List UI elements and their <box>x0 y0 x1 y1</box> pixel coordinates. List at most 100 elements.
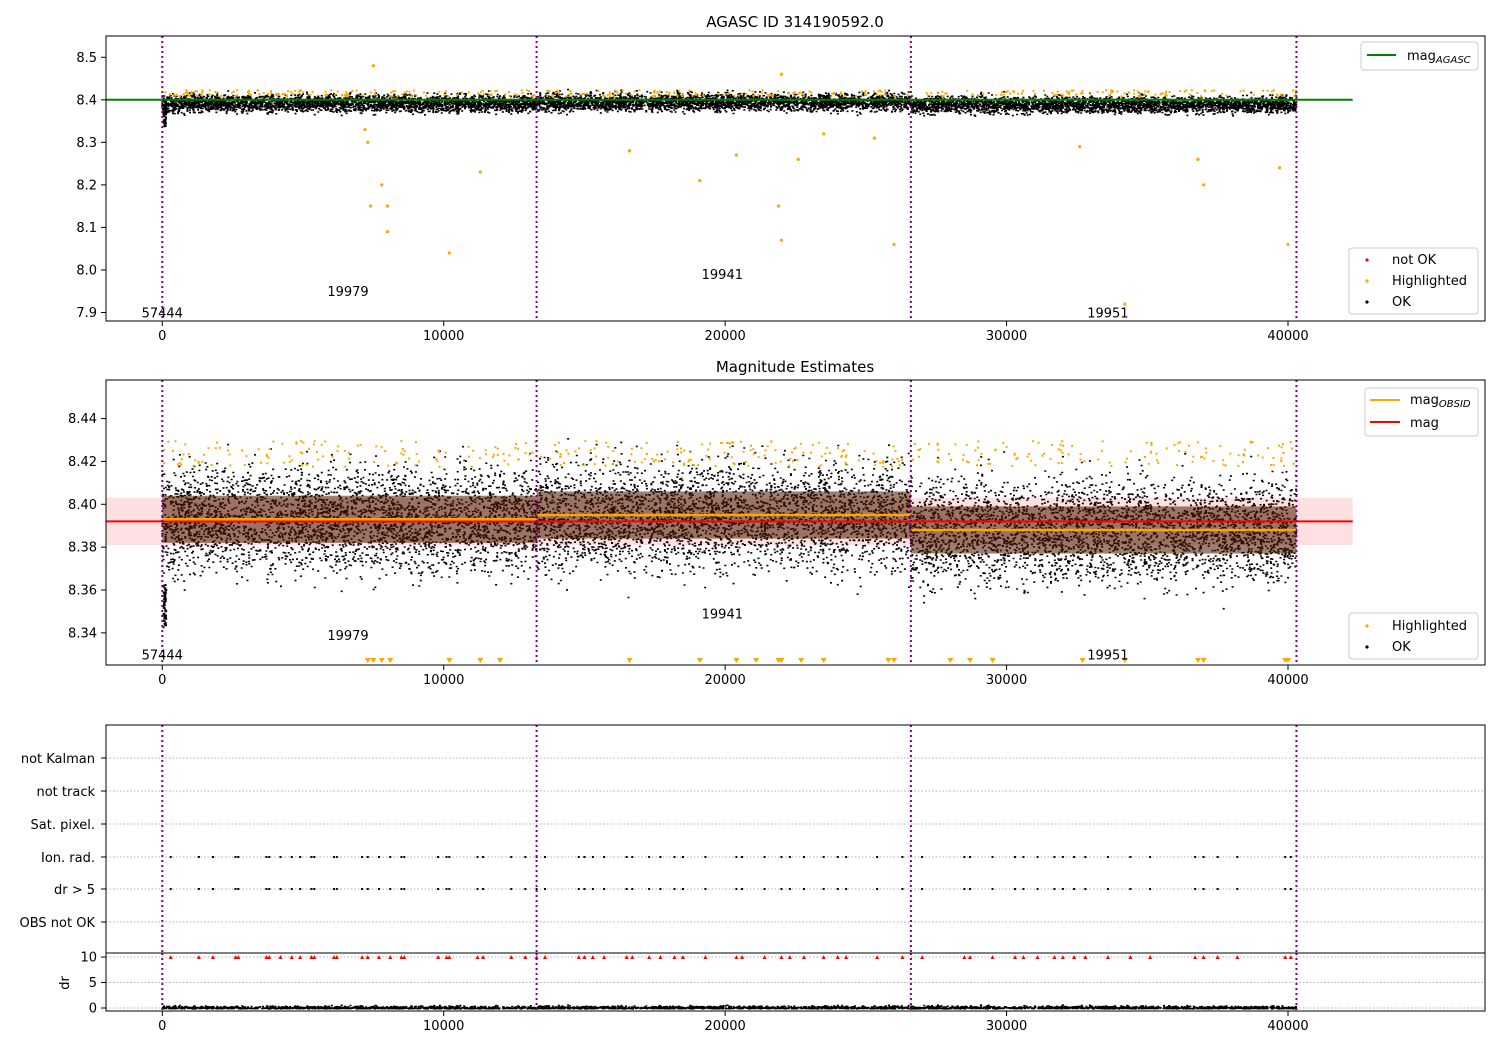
p2-xtick-label-0: 0 <box>158 673 166 688</box>
p2-below-range-marker-19 <box>989 658 996 663</box>
p2-below-range-marker-0 <box>364 658 371 663</box>
p1-highlighted-outlier-5 <box>447 251 451 255</box>
panel2-title: Magnitude Estimates <box>716 358 874 376</box>
p2-ytick-label-8.38: 8.38 <box>68 541 97 556</box>
panel-agasc: AGASC ID 314190592.0 0 10000 20000 30000 400… <box>76 13 1486 344</box>
p1-xtick-label-30000: 30000 <box>986 329 1027 344</box>
legend-ok-p2: OK <box>1392 640 1411 655</box>
p2-below-range-marker-16 <box>891 658 897 663</box>
p1-ytick-label-8.4: 8.4 <box>76 93 97 108</box>
p1-highlighted-outlier-20 <box>1286 242 1290 247</box>
legend-highlighted-p2: Highlighted <box>1392 619 1467 634</box>
dr-ytick-label-5: 5 <box>89 976 97 991</box>
panel1-title: AGASC ID 314190592.0 <box>706 13 884 31</box>
panel2-plot-area <box>106 380 1353 665</box>
p1-ytick-label-8.5: 8.5 <box>76 51 97 66</box>
svg-text:magAGASC: magAGASC <box>1407 49 1471 66</box>
p3-xtick-label-40000: 40000 <box>1267 1019 1308 1034</box>
p2-below-range-marker-12 <box>778 658 785 663</box>
legend-mag-obsid: mag <box>1410 393 1439 408</box>
panel3-frame <box>105 724 1486 1012</box>
legend-mag-obsid-sub: OBSID <box>1439 399 1471 410</box>
p1-xtick-label-40000: 40000 <box>1267 329 1308 344</box>
p2-below-range-marker-17 <box>947 658 954 663</box>
p1-highlighted-outlier-8 <box>734 153 739 157</box>
p2-below-range-marker-25 <box>1285 658 1291 663</box>
p2-below-range-marker-20 <box>1079 658 1086 663</box>
p1-ytick-label-8.0: 8.0 <box>76 263 97 278</box>
p1-xtick-label-10000: 10000 <box>423 329 464 344</box>
legend-points-p1: not OK Highlighted OK <box>1348 247 1479 315</box>
p1-highlighted-outlier-23 <box>366 140 370 144</box>
obsid-label-57444-p1: 57444 <box>142 306 183 321</box>
legend-mag: mag <box>1410 416 1439 431</box>
dr-ylabel: dr <box>58 976 73 990</box>
p1-highlighted-outlier-1 <box>368 204 373 208</box>
p2-ok-points <box>161 438 1298 610</box>
p2-ytick-label-8.42: 8.42 <box>68 455 97 470</box>
panel3-axes: 0 5 10 0 10000 20000 30000 40000 <box>80 757 1309 1034</box>
p2-below-range-marker-18 <box>966 658 973 663</box>
p2-highlighted-top-points <box>162 440 1295 468</box>
flag-label-ion-rad: Ion. rad. <box>41 851 95 866</box>
p2-below-range-marker-13 <box>798 658 805 663</box>
p2-below-range-marker-9 <box>733 658 740 663</box>
p3-xtick-label-0: 0 <box>158 1019 166 1034</box>
p1-highlighted-outlier-6 <box>478 170 482 174</box>
p1-highlighted-outlier-16 <box>1123 302 1127 306</box>
p1-highlighted-outlier-3 <box>385 204 390 208</box>
obsid-label-19951-p2: 19951 <box>1087 648 1128 663</box>
p2-ytick-label-8.44: 8.44 <box>68 412 97 427</box>
p2-ytick-label-8.36: 8.36 <box>68 584 97 599</box>
p1-highlighted-outlier-21 <box>1078 144 1082 149</box>
p2-below-range-marker-7 <box>626 658 633 663</box>
p1-highlighted-top-points <box>164 89 1297 98</box>
p2-below-range-marker-23 <box>1200 658 1207 663</box>
p3-xtick-label-30000: 30000 <box>986 1019 1027 1034</box>
p1-xtick-label-20000: 20000 <box>704 329 745 344</box>
p2-below-range-marker-10 <box>753 658 760 663</box>
p2-xtick-label-10000: 10000 <box>423 673 464 688</box>
p2-first-obsid-points <box>162 584 168 629</box>
p1-highlighted-outlier-17 <box>1196 157 1200 161</box>
panel2-axes: 0 10000 20000 30000 40000 8.34 8.36 8.38 8.40 8.4… <box>68 412 1309 688</box>
p2-below-range-marker-21 <box>1121 658 1128 663</box>
flag-label-obs-not-ok: OBS not OK <box>20 916 96 931</box>
p2-xtick-label-20000: 20000 <box>704 673 745 688</box>
p1-ytick-label-7.9: 7.9 <box>76 306 97 321</box>
panel1-frame <box>105 35 1486 322</box>
p1-highlighted-outlier-18 <box>1201 183 1206 187</box>
p2-below-range-marker-6 <box>497 658 503 663</box>
p2-below-range-marker-2 <box>378 658 385 663</box>
p3-xtick-label-10000: 10000 <box>423 1019 464 1034</box>
legend-mag-agasc-sub: AGASC <box>1435 55 1471 66</box>
dr-ok-points <box>161 1004 1298 1010</box>
legend-mag-agasc: mag <box>1407 49 1436 64</box>
flag-label-sat-pixel: Sat. pixel. <box>31 818 95 833</box>
p1-highlighted-outlier-19 <box>1277 166 1282 170</box>
obsid-label-57444-p2: 57444 <box>142 648 183 663</box>
p2-xtick-label-40000: 40000 <box>1267 673 1308 688</box>
p2-below-range-marker-3 <box>387 658 394 663</box>
p2-below-range-marker-4 <box>446 658 453 663</box>
obsid-label-19941-p2: 19941 <box>702 608 743 623</box>
p1-highlighted-outlier-11 <box>796 157 800 161</box>
p2-xtick-label-30000: 30000 <box>986 673 1027 688</box>
panel2-frame <box>105 379 1486 666</box>
p1-highlighted-outlier-12 <box>779 72 784 76</box>
obsid-label-19941-p1: 19941 <box>702 268 743 283</box>
p2-below-range-marker-5 <box>477 658 484 663</box>
p1-ytick-label-8.2: 8.2 <box>76 178 97 193</box>
dr-capped-markers <box>168 955 1293 959</box>
legend-points-p2: Highlighted OK <box>1348 612 1479 660</box>
dr-ytick-label-0: 0 <box>89 1002 97 1017</box>
p2-below-range-marker-14 <box>820 658 827 663</box>
p1-ytick-label-8.3: 8.3 <box>76 136 97 151</box>
p1-highlighted-outlier-9 <box>777 204 781 208</box>
p2-ytick-label-8.34: 8.34 <box>68 626 97 641</box>
flag-label-dr-gt-5: dr > 5 <box>54 883 95 898</box>
p1-highlighted-outlier-10 <box>779 238 784 242</box>
p1-ok-points <box>161 88 1298 117</box>
